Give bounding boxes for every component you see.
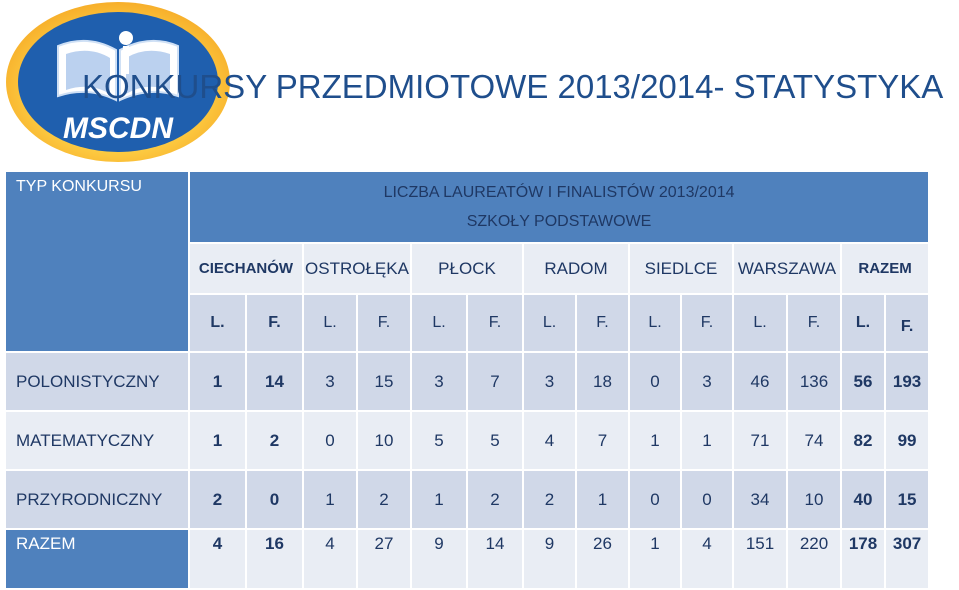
table-cell: 1	[410, 469, 468, 530]
table-cell: 18	[575, 351, 630, 412]
table-cell: 0	[245, 469, 304, 530]
region-siedlce: SIEDLCE	[628, 242, 734, 295]
row-label: POLONISTYCZNY	[4, 351, 190, 412]
table-cell: 1	[575, 469, 630, 530]
table-cell: 2	[522, 469, 577, 530]
table-cell: 0	[628, 469, 682, 530]
open-book-logo-icon	[57, 31, 179, 102]
subheader-f-label: F.	[900, 318, 914, 335]
type-header: TYP KONKURSU	[4, 170, 190, 353]
table-cell: 74	[786, 410, 842, 471]
table-cell: 82	[840, 410, 886, 471]
statistics-table: TYP KONKURSU LICZBA LAUREATÓW I FINALIST…	[4, 170, 931, 590]
table-cell: 99	[883, 410, 931, 471]
subheader-cell: L.	[732, 293, 788, 353]
table-cell: 27	[356, 528, 412, 590]
logo-text: MSCDN	[63, 112, 174, 145]
subheader-cell: F.	[466, 293, 524, 353]
region-plock: PŁOCK	[410, 242, 524, 295]
table-cell: 2	[245, 410, 304, 471]
subheader-cell: L.	[522, 293, 577, 353]
table-row-total: RAZEM 4 16 4 27 9 14 9 26 1 4 151 220 17…	[4, 528, 931, 590]
table-cell: 5	[410, 410, 468, 471]
table-row: POLONISTYCZNY 1 14 3 15 3 7 3 18 0 3 46 …	[4, 351, 931, 412]
table-cell: 10	[786, 469, 842, 530]
table-cell: 3	[680, 351, 734, 412]
subheader-cell: L.	[628, 293, 682, 353]
table-cell: 26	[575, 528, 630, 590]
subheader-cell: F.	[575, 293, 630, 353]
table-cell: 2	[188, 469, 247, 530]
table-cell: 15	[883, 469, 931, 530]
table-cell: 307	[883, 528, 931, 590]
table-cell: 3	[522, 351, 577, 412]
mscdn-logo: MSCDN	[6, 2, 230, 162]
table-cell: 7	[466, 351, 524, 412]
table-cell: 3	[302, 351, 358, 412]
subheader-cell: F.	[680, 293, 734, 353]
row-label: MATEMATYCZNY	[4, 410, 190, 471]
table-cell: 0	[302, 410, 358, 471]
region-ostroleka: OSTROŁĘKA	[302, 242, 412, 295]
row-label: PRZYRODNICZNY	[4, 469, 190, 530]
page-title: KONKURSY PRZEDMIOTOWE 2013/2014- STATYST…	[82, 68, 944, 105]
table-cell: 4	[522, 410, 577, 471]
table-row: MATEMATYCZNY 1 2 0 10 5 5 4 7 1 1 71 74 …	[4, 410, 931, 471]
subheader-cell: L.	[840, 293, 886, 353]
region-razem: RAZEM	[839, 242, 931, 295]
table-cell: 0	[680, 469, 734, 530]
table-cell: 4	[302, 528, 358, 590]
table-cell: 16	[245, 528, 304, 590]
main-title-line-2: SZKOŁY PODSTAWOWE	[466, 213, 652, 230]
table-cell: 0	[628, 351, 682, 412]
table-cell: 14	[466, 528, 524, 590]
table-cell: 71	[732, 410, 788, 471]
table-cell: 10	[356, 410, 412, 471]
table-cell: 7	[575, 410, 630, 471]
table-cell: 4	[680, 528, 734, 590]
table-cell: 14	[245, 351, 304, 412]
subheader-cell: F.	[883, 293, 931, 353]
table-cell: 220	[786, 528, 842, 590]
table-cell: 4	[188, 528, 247, 590]
table-cell: 178	[840, 528, 886, 590]
subheader-cell: F.	[245, 293, 304, 353]
subheader-cell: L.	[302, 293, 358, 353]
table-cell: 9	[410, 528, 468, 590]
table-row: PRZYRODNICZNY 2 0 1 2 1 2 2 1 0 0 34 10 …	[4, 469, 931, 530]
table-cell: 56	[840, 351, 886, 412]
table-cell: 193	[883, 351, 931, 412]
table-cell: 15	[356, 351, 412, 412]
region-radom: RADOM	[522, 242, 630, 295]
table-cell: 151	[732, 528, 788, 590]
table-cell: 34	[732, 469, 788, 530]
table-cell: 3	[410, 351, 468, 412]
main-header: LICZBA LAUREATÓW I FINALISTÓW 2013/2014 …	[187, 170, 931, 244]
subheader-cell: L.	[188, 293, 247, 353]
subheader-cell: F.	[356, 293, 412, 353]
table-cell: 2	[356, 469, 412, 530]
region-warszawa: WARSZAWA	[732, 242, 842, 295]
table-cell: 1	[628, 528, 682, 590]
subheader-cell: F.	[786, 293, 842, 353]
table-cell: 9	[522, 528, 577, 590]
table-cell: 40	[840, 469, 886, 530]
table-cell: 2	[466, 469, 524, 530]
table-cell: 1	[188, 351, 247, 412]
region-ciechanow: CIECHANÓW	[188, 242, 304, 295]
row-label-total: RAZEM	[4, 528, 190, 590]
subheader-cell: L.	[410, 293, 468, 353]
table-cell: 1	[188, 410, 247, 471]
table-cell: 1	[302, 469, 358, 530]
main-title-line-1: LICZBA LAUREATÓW I FINALISTÓW 2013/2014	[383, 184, 735, 201]
table-cell: 136	[786, 351, 842, 412]
table-cell: 1	[680, 410, 734, 471]
table-cell: 5	[466, 410, 524, 471]
table-cell: 46	[732, 351, 788, 412]
table-cell: 1	[628, 410, 682, 471]
